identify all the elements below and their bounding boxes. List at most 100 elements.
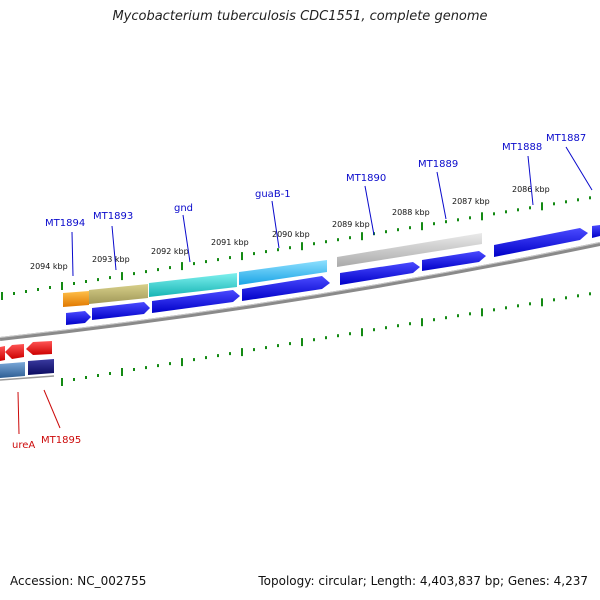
scale-tick-minor <box>109 372 111 375</box>
scale-tick-major <box>421 222 423 231</box>
scale-tick-minor <box>85 376 87 379</box>
scale-tick-minor <box>565 200 567 204</box>
scale-tick-major <box>1 292 3 300</box>
scale-tick-minor <box>277 248 279 252</box>
gene-label-reverse[interactable]: MT1895 <box>41 435 81 446</box>
scale-tick-major <box>61 282 63 290</box>
gene-label-forward[interactable]: MT1888 <box>502 142 542 153</box>
scale-tick-minor <box>553 202 555 206</box>
scale-tick-major <box>421 318 423 327</box>
gene-leader-line <box>71 231 74 277</box>
scale-tick-minor <box>289 246 291 250</box>
gene-label-forward[interactable]: gnd <box>174 203 193 214</box>
scale-tick-minor <box>133 368 135 371</box>
gene-label-forward[interactable]: MT1889 <box>418 159 458 170</box>
cds-arrow-forward[interactable] <box>92 302 150 320</box>
scale-tick-minor <box>229 256 231 260</box>
scale-tick-minor <box>577 294 579 298</box>
scale-tick-major <box>121 368 123 376</box>
scale-tick-minor <box>25 290 27 293</box>
reverse-track-baseline <box>0 375 55 381</box>
scale-tick-major <box>481 308 483 317</box>
scale-tick-minor <box>217 354 219 358</box>
scale-label: 2093 kbp <box>92 255 130 264</box>
scale-tick-minor <box>517 304 519 308</box>
scale-tick-minor <box>97 374 99 377</box>
accession-text: Accession: NC_002755 <box>10 574 147 588</box>
forward-cds-track <box>66 225 600 325</box>
gene-leader-line <box>364 185 375 236</box>
scale-tick-minor <box>85 280 87 283</box>
scale-tick-minor <box>517 208 519 212</box>
cds-arrow-forward[interactable] <box>494 228 588 257</box>
scale-tick-major <box>121 272 123 281</box>
scale-tick-minor <box>445 316 447 320</box>
feature-segment-steel <box>0 362 25 378</box>
gene-leader-line <box>43 389 61 429</box>
gene-leader-line <box>182 214 191 263</box>
scale-tick-minor <box>505 210 507 214</box>
scale-tick-minor <box>493 308 495 312</box>
scale-tick-minor <box>433 222 435 226</box>
scale-tick-minor <box>457 218 459 222</box>
cds-arrow-reverse[interactable] <box>0 346 5 361</box>
scale-tick-minor <box>469 312 471 316</box>
scale-tick-minor <box>73 378 75 381</box>
scale-tick-minor <box>37 288 39 291</box>
cds-arrow-forward[interactable] <box>340 262 420 285</box>
scale-tick-minor <box>145 270 147 274</box>
scale-tick-major <box>241 252 243 261</box>
gene-label-forward[interactable]: MT1893 <box>93 211 133 222</box>
gene-label-reverse[interactable]: ureA <box>12 440 35 451</box>
scale-tick-major <box>541 298 543 307</box>
scale-tick-minor <box>589 292 591 296</box>
scale-tick-minor <box>169 266 171 270</box>
gene-label-forward[interactable]: MT1894 <box>45 218 85 229</box>
gene-leader-line <box>271 200 280 249</box>
scale-tick-minor <box>445 220 447 224</box>
cds-arrow-reverse[interactable] <box>26 341 52 355</box>
scale-tick-minor <box>457 314 459 318</box>
gene-label-forward[interactable]: MT1887 <box>546 133 586 144</box>
feature-track <box>63 233 482 307</box>
scale-tick-minor <box>589 196 591 200</box>
scale-tick-major <box>181 358 183 367</box>
scale-tick-minor <box>469 216 471 220</box>
scale-tick-minor <box>13 292 15 295</box>
scale-label: 2094 kbp <box>30 262 68 271</box>
cds-arrow-forward[interactable] <box>152 290 240 313</box>
scale-ruler-outer <box>1 196 591 300</box>
scale-tick-minor <box>205 260 207 264</box>
scale-tick-major <box>301 338 303 347</box>
cds-arrow-forward[interactable] <box>242 276 330 301</box>
scale-tick-minor <box>49 286 51 289</box>
scale-tick-minor <box>217 258 219 262</box>
feature-segment-sky <box>239 260 327 285</box>
scale-labels: 2094 kbp 2093 kbp 2092 kbp 2091 kbp 2090 kbp… <box>30 185 550 271</box>
cds-arrow-forward[interactable] <box>592 225 600 238</box>
cds-arrow-forward[interactable] <box>66 311 91 325</box>
map-title: Mycobacterium tuberculosis CDC1551, comp… <box>112 9 488 24</box>
gene-label-forward[interactable]: MT1890 <box>346 173 386 184</box>
scale-tick-minor <box>169 362 171 366</box>
scale-tick-minor <box>313 242 315 246</box>
genome-backbone-highlight <box>0 242 600 338</box>
scale-tick-minor <box>349 236 351 240</box>
feature-segment-orange <box>63 291 89 307</box>
feature-segment-olive <box>89 284 148 304</box>
cds-arrow-forward[interactable] <box>422 251 486 271</box>
gene-leader-line <box>17 391 20 435</box>
scale-tick-minor <box>349 332 351 336</box>
scale-tick-minor <box>277 344 279 348</box>
cds-arrow-reverse[interactable] <box>5 344 24 359</box>
scale-tick-minor <box>157 268 159 272</box>
scale-tick-major <box>541 202 543 211</box>
gene-leader-line <box>111 225 117 271</box>
scale-tick-minor <box>205 356 207 360</box>
scale-tick-major <box>61 378 63 386</box>
gene-label-forward[interactable]: guaB-1 <box>255 189 291 200</box>
scale-tick-minor <box>253 252 255 256</box>
scale-label: 2092 kbp <box>151 247 189 256</box>
scale-tick-minor <box>325 240 327 244</box>
